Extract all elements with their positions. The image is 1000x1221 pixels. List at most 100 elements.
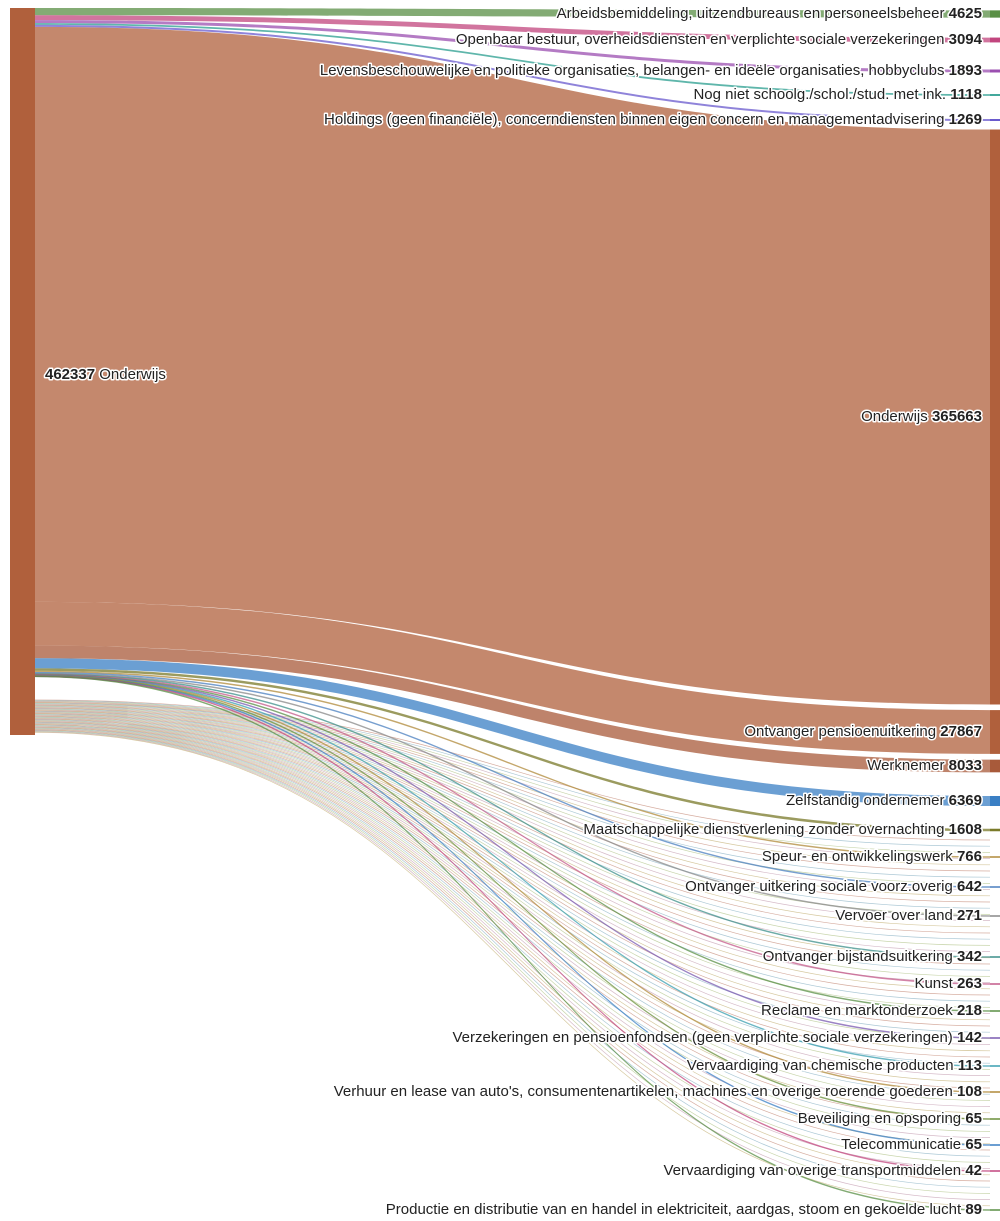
target-value: 1118 bbox=[950, 86, 982, 103]
fan-line bbox=[34, 720, 991, 1076]
fan-line bbox=[34, 709, 991, 946]
target-name: Vervaardiging van chemische producten bbox=[687, 1057, 954, 1074]
target-node bbox=[990, 795, 1000, 807]
link bbox=[35, 670, 990, 858]
target-node bbox=[990, 129, 1000, 705]
target-value: 142 bbox=[957, 1029, 982, 1046]
target-value: 342 bbox=[957, 948, 982, 965]
link bbox=[35, 15, 990, 43]
fan-line bbox=[34, 721, 991, 1083]
target-name: Arbeidsbemiddeling, uitzendbureaus en pe… bbox=[557, 5, 945, 22]
target-name: Maatschappelijke dienstverlening zonder … bbox=[583, 821, 944, 838]
link bbox=[35, 668, 990, 832]
fan-line bbox=[34, 725, 991, 1132]
fan-line bbox=[34, 709, 991, 952]
target-node bbox=[990, 37, 1000, 43]
link bbox=[35, 24, 990, 121]
fan-line bbox=[34, 731, 991, 1200]
target-node bbox=[990, 759, 1000, 773]
fan-line bbox=[34, 730, 991, 1188]
target-value: 218 bbox=[957, 1002, 982, 1019]
link bbox=[35, 20, 990, 73]
target-node bbox=[990, 1065, 1000, 1067]
target-label: Maatschappelijke dienstverlening zonder … bbox=[583, 821, 982, 838]
link bbox=[35, 675, 990, 1067]
link bbox=[35, 23, 990, 96]
target-name: Vervoer over land bbox=[835, 907, 953, 924]
link bbox=[35, 601, 990, 754]
fan-line bbox=[34, 702, 991, 878]
target-name: Telecommunicatie bbox=[841, 1136, 961, 1153]
target-label: Zelfstandig ondernemer 6369 bbox=[786, 792, 982, 809]
target-name: Levensbeschouwelijke en politieke organi… bbox=[320, 62, 945, 79]
target-value: 42 bbox=[965, 1162, 982, 1179]
target-node bbox=[990, 828, 1000, 832]
target-value: 263 bbox=[957, 975, 982, 992]
target-node bbox=[990, 1209, 1000, 1211]
target-label: Vervaardiging van chemische producten 11… bbox=[687, 1057, 982, 1074]
target-name: Zelfstandig ondernemer bbox=[786, 792, 944, 809]
target-node bbox=[990, 1037, 1000, 1039]
links bbox=[34, 8, 991, 1211]
target-node bbox=[990, 983, 1000, 985]
fan-line bbox=[34, 718, 991, 1058]
target-label: Holdings (geen financiële), concerndiens… bbox=[324, 111, 982, 128]
fan-line bbox=[34, 728, 991, 1169]
target-name: Kunst bbox=[914, 975, 953, 992]
target-name: Werknemer bbox=[867, 757, 944, 774]
target-node bbox=[990, 1091, 1000, 1093]
fan-line bbox=[34, 704, 991, 897]
fan-line bbox=[34, 704, 991, 890]
fan-line bbox=[34, 710, 991, 965]
target-label: Ontvanger bijstandsuitkering 342 bbox=[763, 948, 982, 965]
link bbox=[35, 675, 990, 1172]
link bbox=[35, 673, 990, 958]
fan-line bbox=[34, 712, 991, 990]
source-node bbox=[10, 8, 35, 735]
target-label: Beveiliging en opsporing 65 bbox=[798, 1110, 982, 1127]
fan-line bbox=[34, 728, 991, 1163]
target-node bbox=[990, 710, 1000, 754]
fan-line bbox=[34, 701, 991, 866]
fan-line bbox=[34, 705, 991, 903]
target-label: Kunst 263 bbox=[914, 975, 982, 992]
fan-line bbox=[34, 715, 991, 1021]
link bbox=[35, 672, 990, 888]
target-label: Ontvanger uitkering sociale voorz.overig… bbox=[685, 878, 982, 895]
fan-line bbox=[34, 718, 991, 1052]
target-label: Onderwijs 365663 bbox=[861, 408, 982, 425]
target-name: Holdings (geen financiële), concerndiens… bbox=[324, 111, 944, 128]
target-value: 766 bbox=[957, 848, 982, 865]
fan-line bbox=[34, 726, 991, 1145]
target-name: Speur- en ontwikkelingswerk bbox=[762, 848, 953, 865]
target-value: 642 bbox=[957, 878, 982, 895]
link bbox=[35, 674, 990, 1012]
target-node bbox=[990, 956, 1000, 958]
target-value: 3094 bbox=[949, 31, 983, 48]
target-name: Openbaar bestuur, overheidsdiensten en v… bbox=[456, 31, 945, 48]
fan-line bbox=[34, 700, 991, 853]
target-value: 271 bbox=[957, 907, 982, 924]
target-label: Levensbeschouwelijke en politieke organi… bbox=[320, 62, 982, 79]
target-node bbox=[990, 915, 1000, 917]
target-label: Telecommunicatie 65 bbox=[841, 1136, 982, 1153]
fan-line bbox=[34, 724, 991, 1126]
target-node bbox=[990, 10, 1000, 18]
target-label: Reclame en marktonderzoek 218 bbox=[761, 1002, 982, 1019]
target-name: Vervaardiging van overige transportmidde… bbox=[663, 1162, 961, 1179]
link bbox=[35, 675, 990, 1120]
link bbox=[35, 26, 990, 705]
target-name: Ontvanger pensioenuitkering bbox=[744, 723, 936, 740]
fan-line bbox=[34, 713, 991, 996]
fan-line bbox=[34, 721, 991, 1089]
link bbox=[35, 645, 990, 773]
fan-line bbox=[34, 720, 991, 1070]
fan-line bbox=[34, 707, 991, 928]
target-value: 113 bbox=[958, 1057, 982, 1074]
target-name: Nog niet schoolg./schol./stud. met ink. bbox=[693, 86, 946, 103]
target-node bbox=[990, 1144, 1000, 1146]
target-node bbox=[990, 1170, 1000, 1172]
fan-line bbox=[34, 717, 991, 1045]
